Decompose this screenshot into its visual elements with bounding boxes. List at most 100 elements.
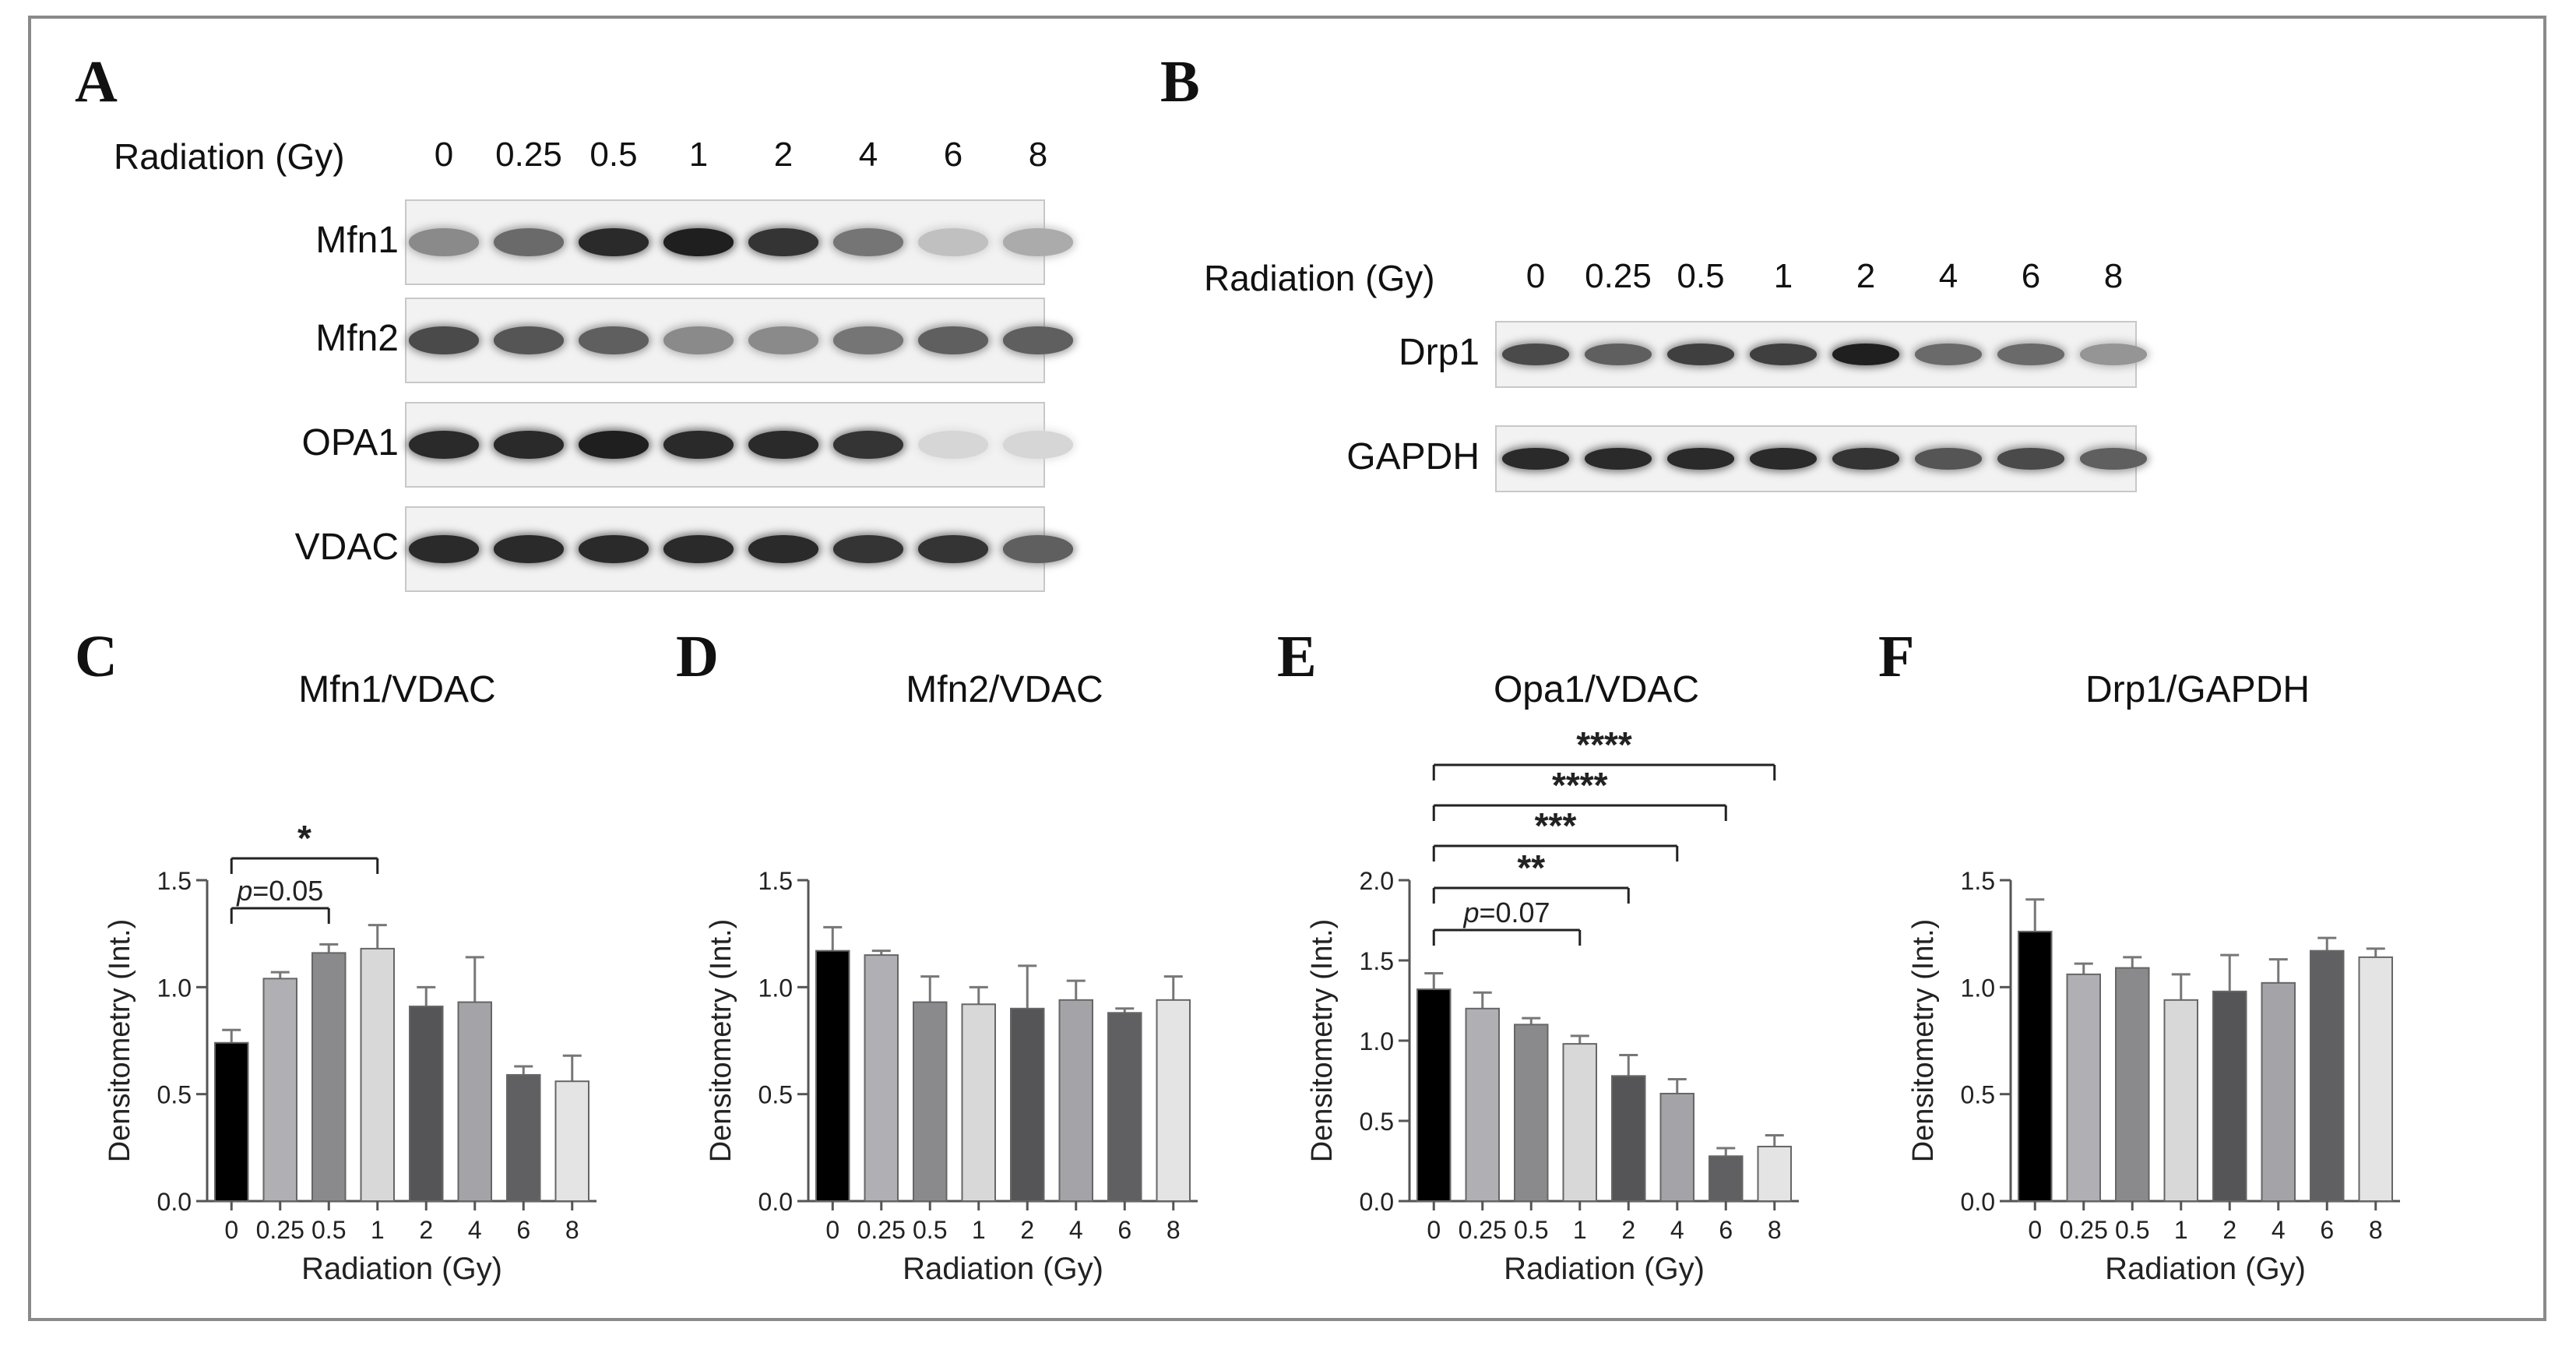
blot_b-row-label: Drp1: [1398, 332, 1480, 373]
bar: [1757, 1145, 1792, 1203]
blot_a-lane-label: 0.25: [495, 136, 562, 174]
blot_a-band: [918, 431, 988, 459]
blot_a-band: [409, 431, 479, 459]
blot_b-band: [2079, 448, 2148, 470]
blot_b-band: [1666, 448, 1735, 470]
y-tick-label: 0.0: [1360, 1188, 1394, 1216]
blot_a-band: [748, 326, 818, 354]
blot_a-band: [579, 431, 649, 459]
x-tick-label: 1: [371, 1216, 385, 1244]
bar: [2163, 999, 2198, 1203]
bar: [1416, 988, 1452, 1202]
blot_b-lane-label: 0.25: [1585, 257, 1652, 295]
x-tick-label: 8: [565, 1216, 579, 1244]
x-tick-label: 6: [2320, 1216, 2334, 1244]
blot_a-lane-label: 0.5: [589, 136, 638, 174]
bar: [554, 1080, 589, 1203]
chart-c-title: Mfn1/VDAC: [298, 669, 496, 710]
bar: [1562, 1043, 1597, 1202]
blot_a-band: [1003, 535, 1073, 563]
x-tick-label: 2: [1020, 1216, 1034, 1244]
blot_b-lane-label: 0: [1526, 257, 1546, 295]
x-tick-label: 4: [468, 1216, 482, 1244]
x-tick-label: 6: [1719, 1216, 1733, 1244]
blot_a-band: [748, 431, 818, 459]
x-tick-label: 0: [2028, 1216, 2042, 1244]
bar: [1156, 999, 1191, 1203]
y-tick-label: 0.0: [157, 1188, 192, 1216]
chart-f-title: Drp1/GAPDH: [2085, 669, 2310, 710]
blot_b-band: [1666, 344, 1735, 365]
x-tick-label: 0.25: [857, 1216, 906, 1244]
y-tick-label: 0.5: [1961, 1081, 1995, 1109]
blot_a-lane-label: 4: [858, 136, 878, 174]
x-axis-label: Radiation (Gy): [301, 1252, 502, 1286]
x-tick-label: 1: [1573, 1216, 1587, 1244]
blot_b-lane-label: 8: [2103, 257, 2124, 295]
y-tick-label: 0.0: [758, 1188, 793, 1216]
blot_b-band: [2079, 344, 2148, 365]
bar: [1659, 1092, 1694, 1203]
y-tick-label: 1.5: [1360, 947, 1394, 975]
figure-frame: [28, 16, 2546, 1321]
significance-label: ***: [1535, 805, 1577, 846]
x-tick-label: 6: [1117, 1216, 1131, 1244]
bar: [1611, 1075, 1646, 1202]
panel-label-d: D: [676, 624, 719, 689]
bar: [1058, 999, 1093, 1203]
x-axis-label: Radiation (Gy): [903, 1252, 1103, 1286]
blot_a-band: [918, 326, 988, 354]
blot_a-band: [494, 228, 564, 256]
x-tick-label: 8: [2369, 1216, 2383, 1244]
blot_a-band: [918, 535, 988, 563]
blot_a-row-label: Mfn2: [315, 318, 399, 359]
x-tick-label: 4: [1670, 1216, 1684, 1244]
blot_b-band: [1997, 448, 2065, 470]
x-tick-label: 1: [2174, 1216, 2188, 1244]
significance-label: **: [1517, 847, 1545, 888]
y-tick-label: 0.5: [758, 1081, 793, 1109]
x-tick-label: 0: [224, 1216, 238, 1244]
significance-label: *: [297, 818, 311, 858]
blot_a-band: [833, 431, 903, 459]
significance-label: ****: [1576, 724, 1632, 765]
bar: [1709, 1155, 1744, 1203]
bar: [2066, 973, 2101, 1202]
blot_b-band: [1501, 344, 1570, 365]
panel-label-a: A: [75, 49, 118, 115]
bar: [214, 1041, 249, 1202]
x-tick-label: 0.5: [913, 1216, 947, 1244]
bar: [961, 1003, 996, 1202]
bar: [1107, 1012, 1142, 1202]
blot_b-band: [1832, 448, 1900, 470]
x-axis-label: Radiation (Gy): [2105, 1252, 2306, 1286]
panel-label-f: F: [1878, 624, 1915, 689]
blot_b-lane-label: 1: [1773, 257, 1793, 295]
x-tick-label: 4: [1069, 1216, 1083, 1244]
panel-label-c: C: [75, 624, 118, 689]
blot_a-band: [833, 535, 903, 563]
bar: [2358, 956, 2393, 1202]
blot_a-lane-label: 6: [943, 136, 963, 174]
x-axis-label: Radiation (Gy): [1504, 1252, 1705, 1286]
blot_b-lane-label: 0.5: [1677, 257, 1725, 295]
blot_a-band: [748, 228, 818, 256]
x-tick-label: 8: [1768, 1216, 1782, 1244]
bar: [2018, 930, 2053, 1202]
bar: [913, 1001, 948, 1202]
chart-e-title: Opa1/VDAC: [1493, 669, 1700, 710]
blot_a-row-label: Mfn1: [315, 220, 399, 261]
bar: [506, 1073, 541, 1202]
x-tick-label: 0.5: [2115, 1216, 2149, 1244]
blot_b-band: [1997, 344, 2065, 365]
blot_a-band: [663, 326, 734, 354]
blot_a-lane-label: 1: [688, 136, 709, 174]
blot_a-band: [748, 535, 818, 563]
blot_a-band: [663, 431, 734, 459]
panel-label-b: B: [1160, 49, 1200, 115]
y-tick-label: 1.0: [157, 974, 192, 1002]
blot_a-row-label: OPA1: [301, 422, 399, 463]
